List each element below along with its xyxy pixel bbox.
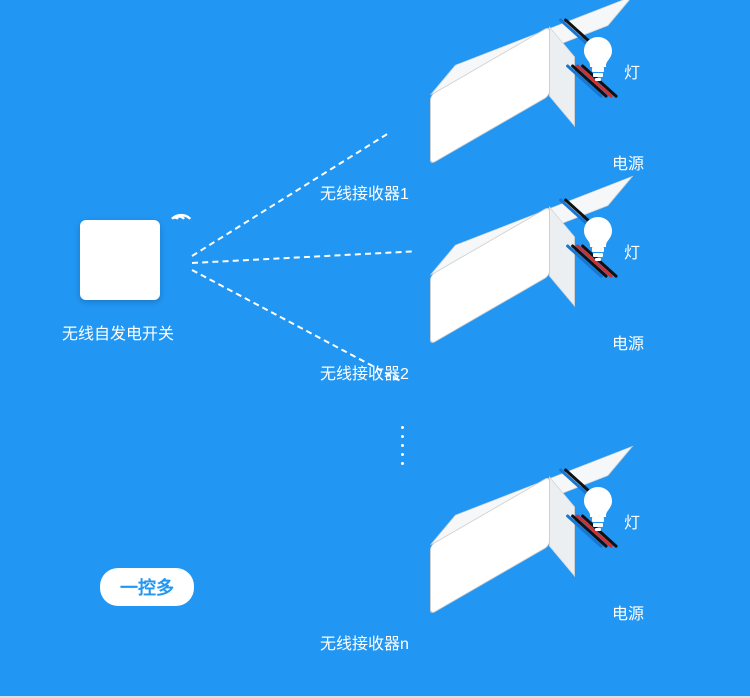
power-label: 电源 bbox=[612, 600, 644, 624]
signal-line bbox=[192, 250, 412, 264]
light-label: 灯 bbox=[624, 239, 640, 263]
power-label: 电源 bbox=[612, 330, 644, 354]
power-label: 电源 bbox=[612, 150, 644, 174]
switch-box bbox=[80, 220, 160, 300]
diagram-canvas: 无线自发电开关无线接收器1灯电源无线接收器2灯电源无线接收器n灯电源一控多 bbox=[0, 0, 750, 698]
receiver-label: 无线接收器n bbox=[320, 630, 409, 654]
receiver-label: 无线接收器2 bbox=[320, 360, 409, 384]
wifi-icon bbox=[158, 203, 199, 244]
ellipsis-dots bbox=[401, 420, 403, 471]
lightbulb-icon bbox=[580, 215, 616, 268]
light-label: 灯 bbox=[624, 59, 640, 83]
lightbulb-icon bbox=[580, 35, 616, 88]
light-label: 灯 bbox=[624, 509, 640, 533]
mode-badge: 一控多 bbox=[100, 568, 194, 606]
lightbulb-icon bbox=[580, 485, 616, 538]
switch-label: 无线自发电开关 bbox=[62, 320, 174, 344]
receiver-label: 无线接收器1 bbox=[320, 180, 409, 204]
